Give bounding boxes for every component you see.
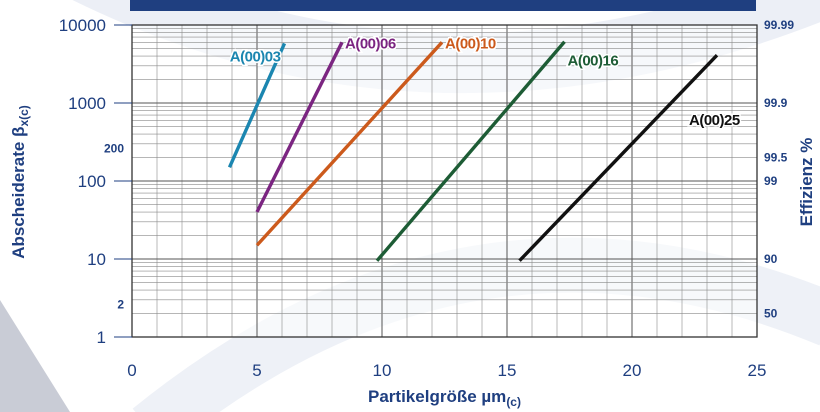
x-tick-label: 10 xyxy=(373,361,392,380)
y-tick-label: 1000 xyxy=(68,94,106,113)
corner-shape xyxy=(0,300,70,412)
y2-tick-label: 50 xyxy=(764,307,778,321)
series-line-a0016 xyxy=(375,40,566,262)
x-tick-label: 20 xyxy=(623,361,642,380)
series-label-a0025: A(00)25 xyxy=(689,112,740,129)
y-axis-label: Abscheiderate βx(c) xyxy=(9,105,31,259)
y2-tick-label: 99.99 xyxy=(764,18,794,32)
series-label-a0016: A(00)16 xyxy=(568,53,619,70)
x-tick-label: 25 xyxy=(748,361,767,380)
data-series: A(00)03 A(00)06 A(00)10 A(00)16 A(00)25 xyxy=(227,34,742,262)
y2-tick-label: 99.5 xyxy=(764,151,788,165)
series-label-a0003: A(00)03 xyxy=(230,48,281,65)
axis-ticks: 0 5 10 15 20 25 10000 1000 200 100 10 2 1 99.99 99.9 99… xyxy=(59,16,795,380)
y-tick-label-minor: 200 xyxy=(104,142,124,156)
series-line-a0025 xyxy=(518,54,719,262)
y-tick-label: 1 xyxy=(97,328,106,347)
series-label-a0010: A(00)10 xyxy=(445,35,496,52)
axis-labels: Partikelgröße µm(c) Abscheiderate βx(c) Ef… xyxy=(9,105,816,409)
y2-tick-label: 99 xyxy=(764,174,778,188)
x-tick-label: 5 xyxy=(252,361,261,380)
y-tick-label-minor: 2 xyxy=(117,298,124,312)
series-line-a0006 xyxy=(255,41,344,213)
y2-tick-label: 90 xyxy=(764,252,778,266)
y-tick-label: 10 xyxy=(87,250,106,269)
y2-axis-label: Effizienz % xyxy=(797,138,816,227)
x-tick-label: 0 xyxy=(127,361,136,380)
x-axis-label: Partikelgröße µm(c) xyxy=(368,387,521,409)
series-line-a0010 xyxy=(255,41,444,247)
header-bar xyxy=(130,0,756,11)
series-label-a0006: A(00)06 xyxy=(345,35,396,52)
y2-tick-label: 99.9 xyxy=(764,96,788,110)
x-tick-label: 15 xyxy=(498,361,517,380)
series-line-a0003 xyxy=(227,42,287,168)
y-tick-label: 100 xyxy=(78,172,106,191)
y-tick-label: 10000 xyxy=(59,16,106,35)
